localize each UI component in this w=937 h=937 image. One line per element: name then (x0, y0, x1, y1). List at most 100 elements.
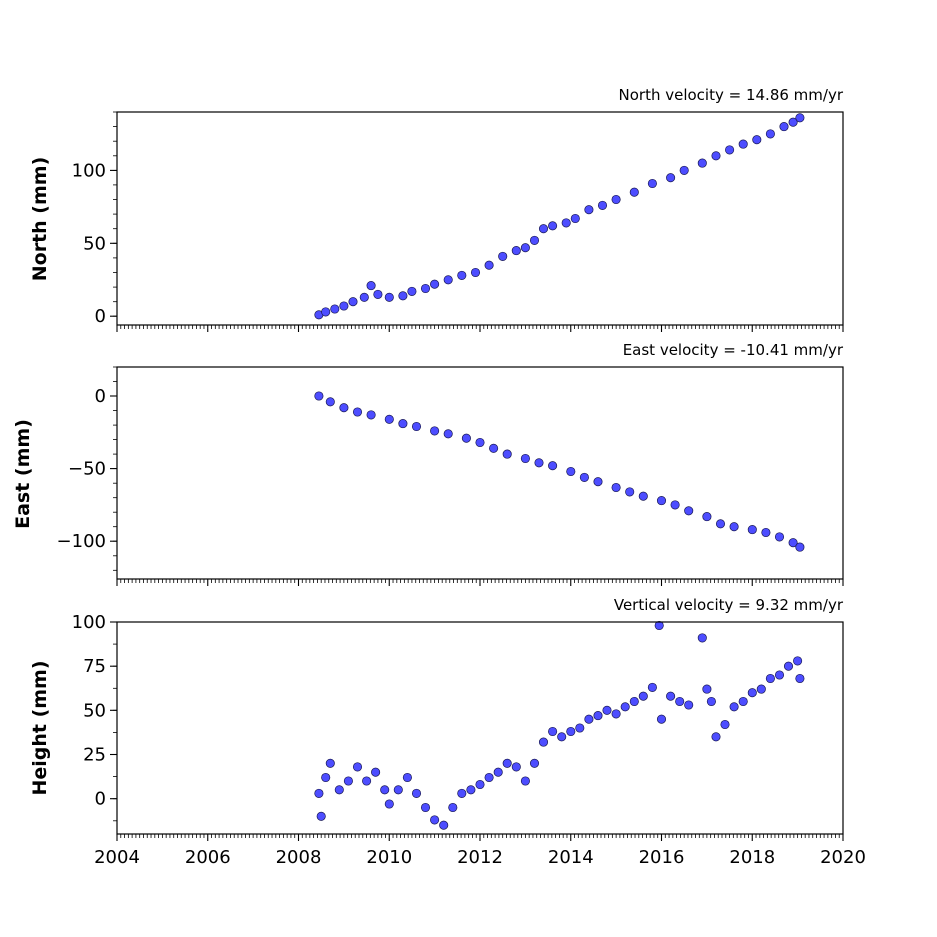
north-data-point (384, 292, 394, 302)
height-data-point (439, 820, 449, 830)
east-data-point (384, 414, 394, 424)
north-data-point (795, 113, 805, 123)
east-y-tick-label: −100 (57, 531, 106, 552)
east-data-point (548, 461, 558, 471)
height-y-tick-label: 25 (83, 745, 106, 766)
north-data-point (570, 213, 580, 224)
north-data-point (561, 218, 571, 228)
east-data-point (656, 496, 667, 506)
north-data-point (321, 307, 331, 317)
north-data-point (443, 275, 453, 285)
height-data-point (684, 700, 694, 710)
east-data-point (398, 419, 408, 429)
height-y-tick-label: 100 (72, 612, 106, 633)
north-data-point (339, 301, 349, 311)
east-panel: East velocity = -10.41 mm/yr East (mm) 0… (12, 341, 844, 586)
east-data-point (502, 449, 512, 459)
height-y-tick-label: 75 (83, 656, 106, 677)
height-data-point (756, 684, 766, 694)
north-data-point (520, 243, 530, 253)
height-data-point (611, 709, 621, 719)
north-y-tick-label: 100 (72, 160, 106, 181)
north-data-point (629, 187, 639, 197)
height-data-point (384, 799, 394, 809)
height-data-point (362, 776, 372, 786)
east-data-point (684, 506, 694, 516)
east-data-point (366, 410, 376, 420)
north-y-tick-label: 0 (95, 306, 106, 327)
north-data-point (498, 251, 508, 261)
east-data-point (489, 443, 499, 453)
height-x-tick-label: 2018 (729, 847, 775, 868)
east-data-point (520, 453, 530, 464)
north-data-point (373, 289, 383, 299)
height-data-point (314, 788, 324, 798)
east-data-point (715, 519, 726, 529)
north-data-point (420, 283, 431, 294)
height-data-point (538, 737, 549, 747)
height-data-point (654, 620, 664, 631)
height-data-point (783, 661, 794, 671)
height-data-point (352, 762, 363, 772)
height-data-point (747, 688, 757, 698)
east-data-point (611, 482, 621, 493)
north-data-point (788, 117, 798, 127)
east-data-point (579, 472, 589, 482)
height-panel: Vertical velocity = 9.32 mm/yr Height (m… (29, 596, 866, 868)
north-data-point (511, 246, 521, 256)
north-data-point (348, 297, 358, 307)
north-data-point (529, 235, 540, 245)
height-data-point (656, 714, 667, 724)
height-y-tick-label: 0 (95, 789, 106, 810)
north-y-tick-label: 50 (83, 233, 106, 254)
east-data-point (430, 426, 440, 436)
north-panel: North velocity = 14.86 mm/yr North (mm) … (29, 86, 844, 332)
height-data-point (675, 696, 685, 707)
height-data-point (493, 767, 503, 777)
height-x-tick-label: 2020 (820, 847, 866, 868)
east-data-point (788, 538, 798, 548)
height-data-point (638, 691, 648, 701)
north-data-point (647, 178, 657, 189)
north-data-point (765, 129, 775, 139)
north-data-point (666, 173, 676, 183)
east-data-point (339, 403, 349, 413)
north-data-point (457, 270, 467, 280)
height-data-point (620, 702, 630, 712)
height-data-point (457, 788, 467, 798)
east-data-point (475, 437, 485, 448)
east-data-point (352, 407, 363, 417)
height-data-point (411, 788, 422, 798)
east-data-point (534, 458, 544, 468)
north-data-point (407, 286, 417, 296)
height-data-point (334, 785, 344, 795)
height-data-point (765, 673, 775, 684)
height-data-point (430, 815, 440, 825)
east-data-point (566, 466, 576, 477)
east-data-point (625, 487, 635, 497)
height-data-point (647, 682, 657, 692)
height-data-point (511, 762, 521, 772)
east-data-point (443, 429, 453, 439)
height-data-point (484, 772, 494, 783)
east-data-point (325, 397, 335, 407)
east-data-point (774, 532, 785, 542)
height-data-point (316, 811, 326, 821)
height-panel-title: Vertical velocity = 9.32 mm/yr (614, 596, 844, 614)
north-data-point (366, 281, 376, 291)
height-data-point (602, 705, 612, 715)
north-data-point (738, 139, 748, 149)
height-data-point (593, 711, 603, 721)
height-data-point (548, 726, 558, 737)
north-data-point (359, 292, 369, 302)
height-data-point (557, 732, 567, 742)
height-data-point (720, 719, 730, 730)
north-data-point (597, 200, 608, 210)
height-data-point (584, 714, 594, 724)
north-data-point (330, 304, 340, 314)
height-x-tick-label: 2016 (639, 847, 685, 868)
north-data-point (752, 135, 762, 145)
east-data-point (702, 512, 712, 522)
north-data-point (430, 279, 440, 289)
